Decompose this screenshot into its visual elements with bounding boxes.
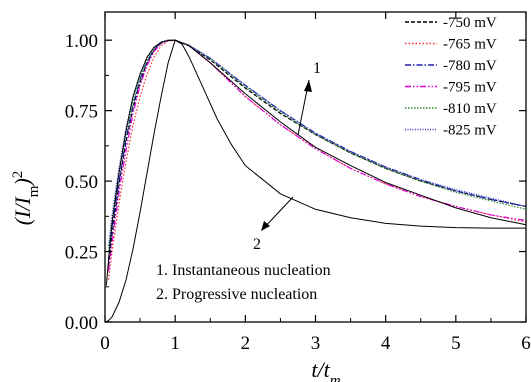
y-tick-label: 0.75 <box>65 102 98 123</box>
axis-ticks: 0 1 2 3 4 5 6 0.00 0.25 0.50 0.75 1.00 <box>65 12 531 354</box>
x-tick-label: 1 <box>170 333 180 354</box>
x-tick-label: 2 <box>241 333 251 354</box>
y-tick-label: 1.00 <box>65 31 98 52</box>
x-tick-label: 6 <box>521 333 531 354</box>
legend-label: -750 mV <box>443 15 497 31</box>
curve1-label: 1 <box>313 60 321 77</box>
curve2-annotation: 2 <box>253 196 294 253</box>
legend: -750 mV -765 mV -780 mV -795 mV -810 mV -825 … <box>405 15 497 139</box>
x-axis-label: t/tm <box>311 357 340 382</box>
legend-label: -810 mV <box>443 101 497 117</box>
y-tick-label: 0.00 <box>65 313 98 334</box>
note-progressive: 2. Progressive nucleation <box>156 286 317 303</box>
y-tick-label: 0.50 <box>65 172 98 193</box>
curve1-annotation: 1 <box>297 60 321 136</box>
x-tick-label: 0 <box>100 333 110 354</box>
theory-curve-2 <box>105 39 526 322</box>
x-tick-label: 3 <box>311 333 321 354</box>
series-line <box>107 39 526 261</box>
x-tick-label: 5 <box>451 333 461 354</box>
legend-label: -765 mV <box>443 37 497 53</box>
y-tick-label: 0.25 <box>65 243 98 264</box>
y-axis-label: (I/Im)2 <box>10 171 42 226</box>
curve2-label: 2 <box>253 236 261 253</box>
note-instantaneous: 1. Instantaneous nucleation <box>156 262 331 279</box>
legend-label: -795 mV <box>443 80 497 96</box>
theory-layer <box>105 39 526 322</box>
legend-label: -780 mV <box>443 58 497 74</box>
x-tick-label: 4 <box>381 333 391 354</box>
legend-label: -825 mV <box>443 123 497 139</box>
